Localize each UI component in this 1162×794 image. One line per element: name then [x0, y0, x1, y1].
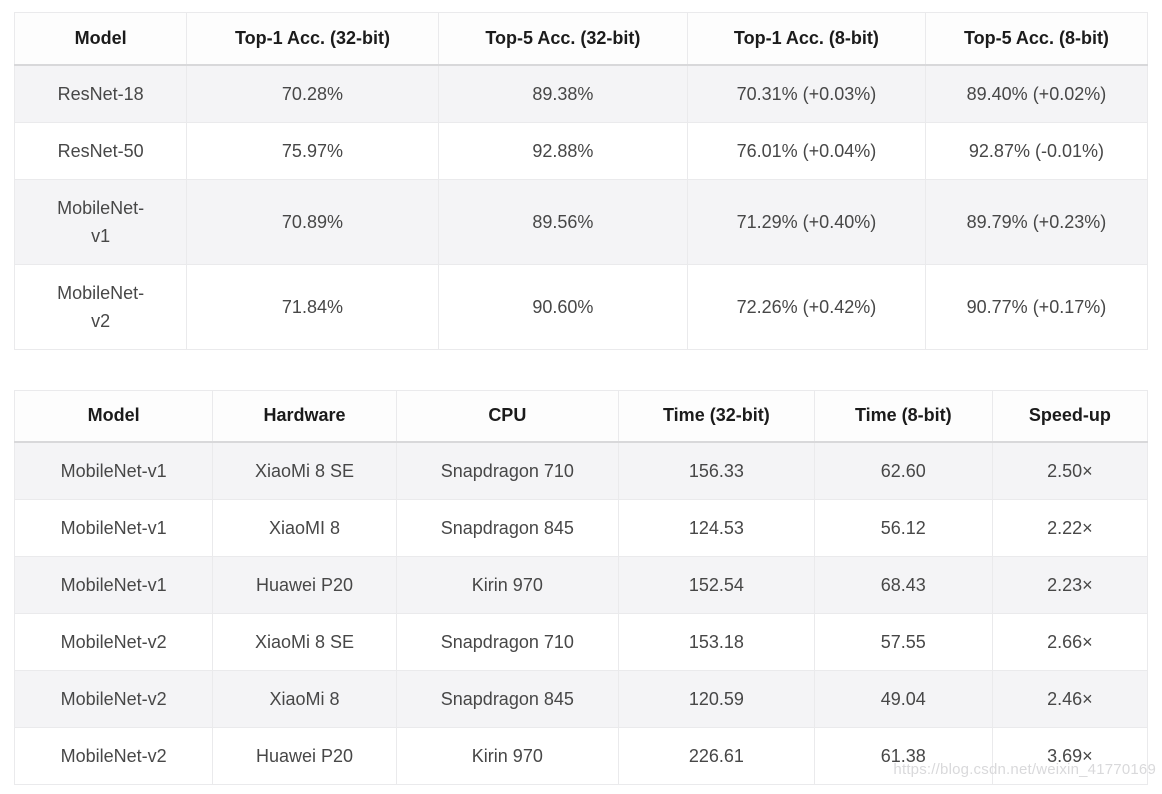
latency-table: Model Hardware CPU Time (32-bit) Time (8-bit…	[13, 389, 1149, 785]
column-header: Top-1 Acc. (32-bit)	[186, 12, 439, 66]
table-cell: 2.66×	[991, 613, 1149, 671]
table-cell: Snapdragon 845	[395, 499, 619, 557]
table-cell: 70.31% (+0.03%)	[686, 64, 926, 123]
table-row: ResNet-50 75.97% 92.88% 76.01% (+0.04%) 92.8…	[13, 121, 1149, 180]
table-cell: 71.84%	[186, 263, 439, 350]
table-cell: 90.77% (+0.17%)	[924, 263, 1149, 350]
table-cell: Kirin 970	[395, 727, 619, 785]
table-cell: XiaoMi 8 SE	[212, 613, 397, 671]
table-cell: 92.87% (-0.01%)	[924, 121, 1149, 180]
table-cell: Snapdragon 710	[395, 613, 619, 671]
column-header: Model	[13, 12, 188, 66]
table-cell: 124.53	[617, 499, 815, 557]
table-cell: MobileNet-v1	[13, 441, 214, 500]
table-cell: 68.43	[813, 556, 993, 614]
table-cell: MobileNet-v2	[13, 670, 214, 728]
table-cell: 56.12	[813, 499, 993, 557]
table-row: MobileNet-v2 XiaoMi 8 Snapdragon 845 120.59…	[13, 670, 1149, 728]
table-cell: 70.28%	[186, 64, 439, 123]
table-cell: 57.55	[813, 613, 993, 671]
column-header: Top-1 Acc. (8-bit)	[686, 12, 926, 66]
table-cell: 70.89%	[186, 178, 439, 265]
column-header: CPU	[395, 389, 619, 443]
table-cell: XiaoMi 8	[212, 670, 397, 728]
column-header: Speed-up	[991, 389, 1149, 443]
tables-container: Model Top-1 Acc. (32-bit) Top-5 Acc. (32-b…	[13, 12, 1149, 785]
table-cell: 75.97%	[186, 121, 439, 180]
table-cell: XiaoMI 8	[212, 499, 397, 557]
table-cell: 152.54	[617, 556, 815, 614]
column-header: Top-5 Acc. (32-bit)	[437, 12, 688, 66]
table-cell: Snapdragon 845	[395, 670, 619, 728]
accuracy-table: Model Top-1 Acc. (32-bit) Top-5 Acc. (32-b…	[13, 12, 1149, 350]
table-cell: 3.69×	[991, 727, 1149, 785]
table-row: MobileNet-v1 Huawei P20 Kirin 970 152.54 68.…	[13, 556, 1149, 614]
table-cell: 49.04	[813, 670, 993, 728]
table-row: MobileNet- v1 70.89% 89.56% 71.29% (+0.40%)…	[13, 178, 1149, 265]
table-cell: 89.56%	[437, 178, 688, 265]
table-cell: Huawei P20	[212, 727, 397, 785]
column-header: Top-5 Acc. (8-bit)	[924, 12, 1149, 66]
table-cell: 89.38%	[437, 64, 688, 123]
column-header: Time (32-bit)	[617, 389, 815, 443]
table-cell: 61.38	[813, 727, 993, 785]
table-cell: Snapdragon 710	[395, 441, 619, 500]
table-cell: XiaoMi 8 SE	[212, 441, 397, 500]
table-row: MobileNet-v2 XiaoMi 8 SE Snapdragon 710 153…	[13, 613, 1149, 671]
table-cell: 2.50×	[991, 441, 1149, 500]
table-cell: Huawei P20	[212, 556, 397, 614]
table-cell: ResNet-50	[13, 121, 188, 180]
table-cell: 90.60%	[437, 263, 688, 350]
table-cell: 156.33	[617, 441, 815, 500]
table-row: MobileNet- v2 71.84% 90.60% 72.26% (+0.42%)…	[13, 263, 1149, 350]
table-cell: 89.40% (+0.02%)	[924, 64, 1149, 123]
table-cell: MobileNet- v2	[13, 263, 188, 350]
table-cell: Kirin 970	[395, 556, 619, 614]
table-cell: 2.22×	[991, 499, 1149, 557]
table-row: MobileNet-v1 XiaoMi 8 SE Snapdragon 710 156…	[13, 441, 1149, 500]
table-row: ResNet-18 70.28% 89.38% 70.31% (+0.03%) 89.4…	[13, 64, 1149, 123]
table-cell: 76.01% (+0.04%)	[686, 121, 926, 180]
table-cell: 72.26% (+0.42%)	[686, 263, 926, 350]
column-header: Time (8-bit)	[813, 389, 993, 443]
table-row: MobileNet-v1 XiaoMI 8 Snapdragon 845 124.53…	[13, 499, 1149, 557]
table-cell: 71.29% (+0.40%)	[686, 178, 926, 265]
table-cell: 2.23×	[991, 556, 1149, 614]
table-cell: 226.61	[617, 727, 815, 785]
latency-header-row: Model Hardware CPU Time (32-bit) Time (8-bit…	[13, 389, 1149, 443]
table-cell: MobileNet- v1	[13, 178, 188, 265]
column-header: Hardware	[212, 389, 397, 443]
table-cell: 2.46×	[991, 670, 1149, 728]
table-cell: MobileNet-v2	[13, 727, 214, 785]
table-cell: MobileNet-v1	[13, 499, 214, 557]
table-cell: 89.79% (+0.23%)	[924, 178, 1149, 265]
table-cell: 92.88%	[437, 121, 688, 180]
column-header: Model	[13, 389, 214, 443]
table-cell: ResNet-18	[13, 64, 188, 123]
table-cell: 153.18	[617, 613, 815, 671]
latency-table-body: MobileNet-v1 XiaoMi 8 SE Snapdragon 710 156…	[13, 441, 1149, 785]
table-cell: 120.59	[617, 670, 815, 728]
accuracy-header-row: Model Top-1 Acc. (32-bit) Top-5 Acc. (32-b…	[13, 12, 1149, 66]
table-cell: MobileNet-v1	[13, 556, 214, 614]
table-row: MobileNet-v2 Huawei P20 Kirin 970 226.61 61.…	[13, 727, 1149, 785]
table-cell: 62.60	[813, 441, 993, 500]
table-cell: MobileNet-v2	[13, 613, 214, 671]
accuracy-table-body: ResNet-18 70.28% 89.38% 70.31% (+0.03%) 89.4…	[13, 64, 1149, 350]
